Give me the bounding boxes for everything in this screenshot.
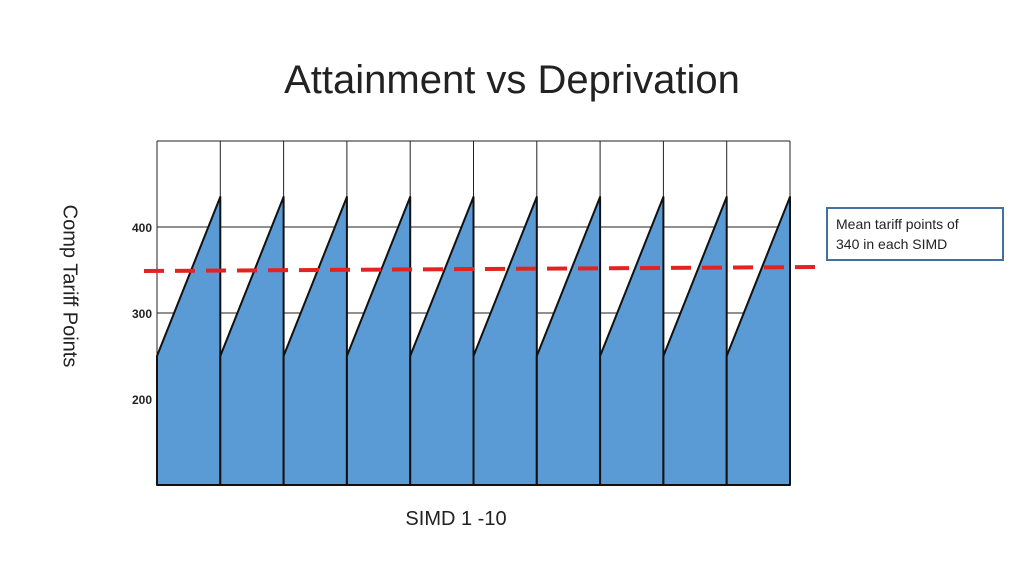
mean-callout-line-2: 340 in each SIMD (836, 236, 948, 252)
mean-callout: Mean tariff points of 340 in each SIMD (826, 207, 1004, 261)
simd-segment-7 (535, 195, 602, 486)
simd-segment-10 (725, 195, 791, 486)
mean-callout-line-1: Mean tariff points of (836, 216, 959, 232)
simd-segment-3 (282, 195, 348, 486)
simd-segment-4 (345, 195, 412, 486)
simd-segment-9 (662, 195, 728, 486)
y-tick-label: 300 (132, 307, 152, 321)
simd-segment-6 (472, 195, 538, 486)
x-axis-title: SIMD 1 -10 (405, 508, 507, 530)
simd-segment-8 (599, 195, 665, 486)
mean-line (143, 265, 823, 273)
chart-title: Attainment vs Deprivation (284, 58, 740, 102)
simd-segment-1 (156, 195, 222, 486)
simd-segment-5 (409, 195, 475, 486)
simd-segment-2 (219, 195, 285, 486)
y-axis-title: Comp Tariff Points (58, 204, 81, 368)
y-tick-label: 200 (132, 393, 152, 407)
y-tick-label: 400 (132, 221, 152, 235)
